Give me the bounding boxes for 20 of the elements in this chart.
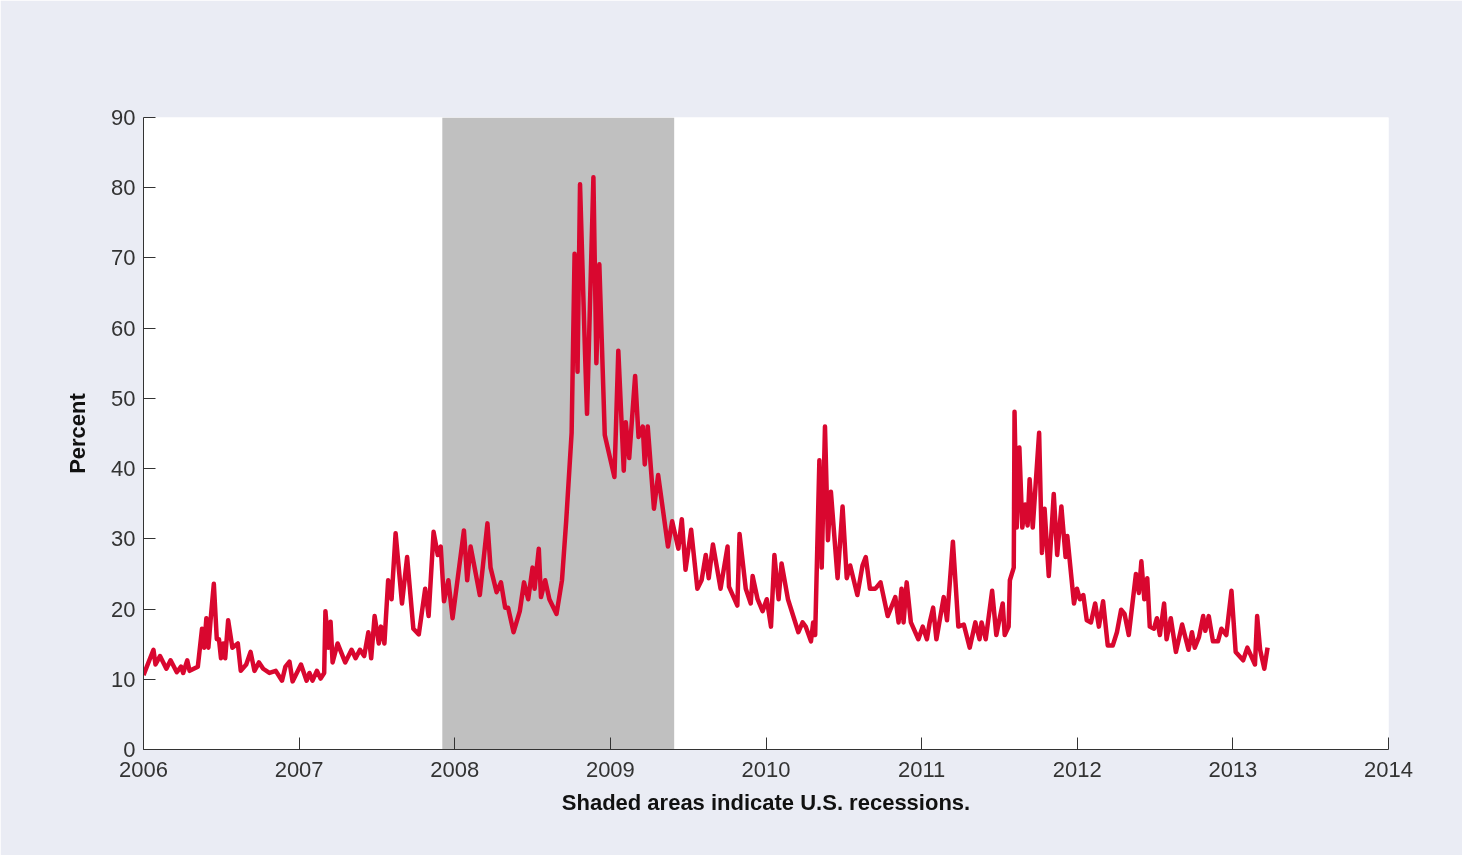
y-axis-title: Percent [65, 392, 91, 474]
y-tick-label: 20 [111, 596, 136, 622]
x-tick-label: 2012 [1052, 756, 1102, 782]
y-tick-label: 90 [111, 105, 136, 130]
y-tick-label: 60 [111, 315, 136, 341]
x-tick-label: 2010 [741, 756, 791, 782]
y-tick-label: 50 [111, 385, 136, 411]
x-tick-label: 2007 [274, 756, 324, 782]
x-axis-title: Shaded areas indicate U.S. recessions. [561, 789, 971, 815]
y-tick-label: 40 [111, 456, 136, 482]
x-tick-label: 2008 [430, 756, 480, 782]
y-tick-label: 10 [111, 666, 136, 692]
line-series [143, 174, 1270, 684]
x-tick-label: 2009 [585, 756, 635, 782]
x-tick-label: 2013 [1208, 756, 1258, 782]
y-tick-label: 30 [111, 526, 136, 552]
y-tick-label: 80 [111, 175, 136, 201]
y-tick-label: 70 [111, 245, 136, 271]
x-tick-label: 2014 [1364, 756, 1413, 782]
x-tick-label: 2011 [897, 756, 946, 782]
